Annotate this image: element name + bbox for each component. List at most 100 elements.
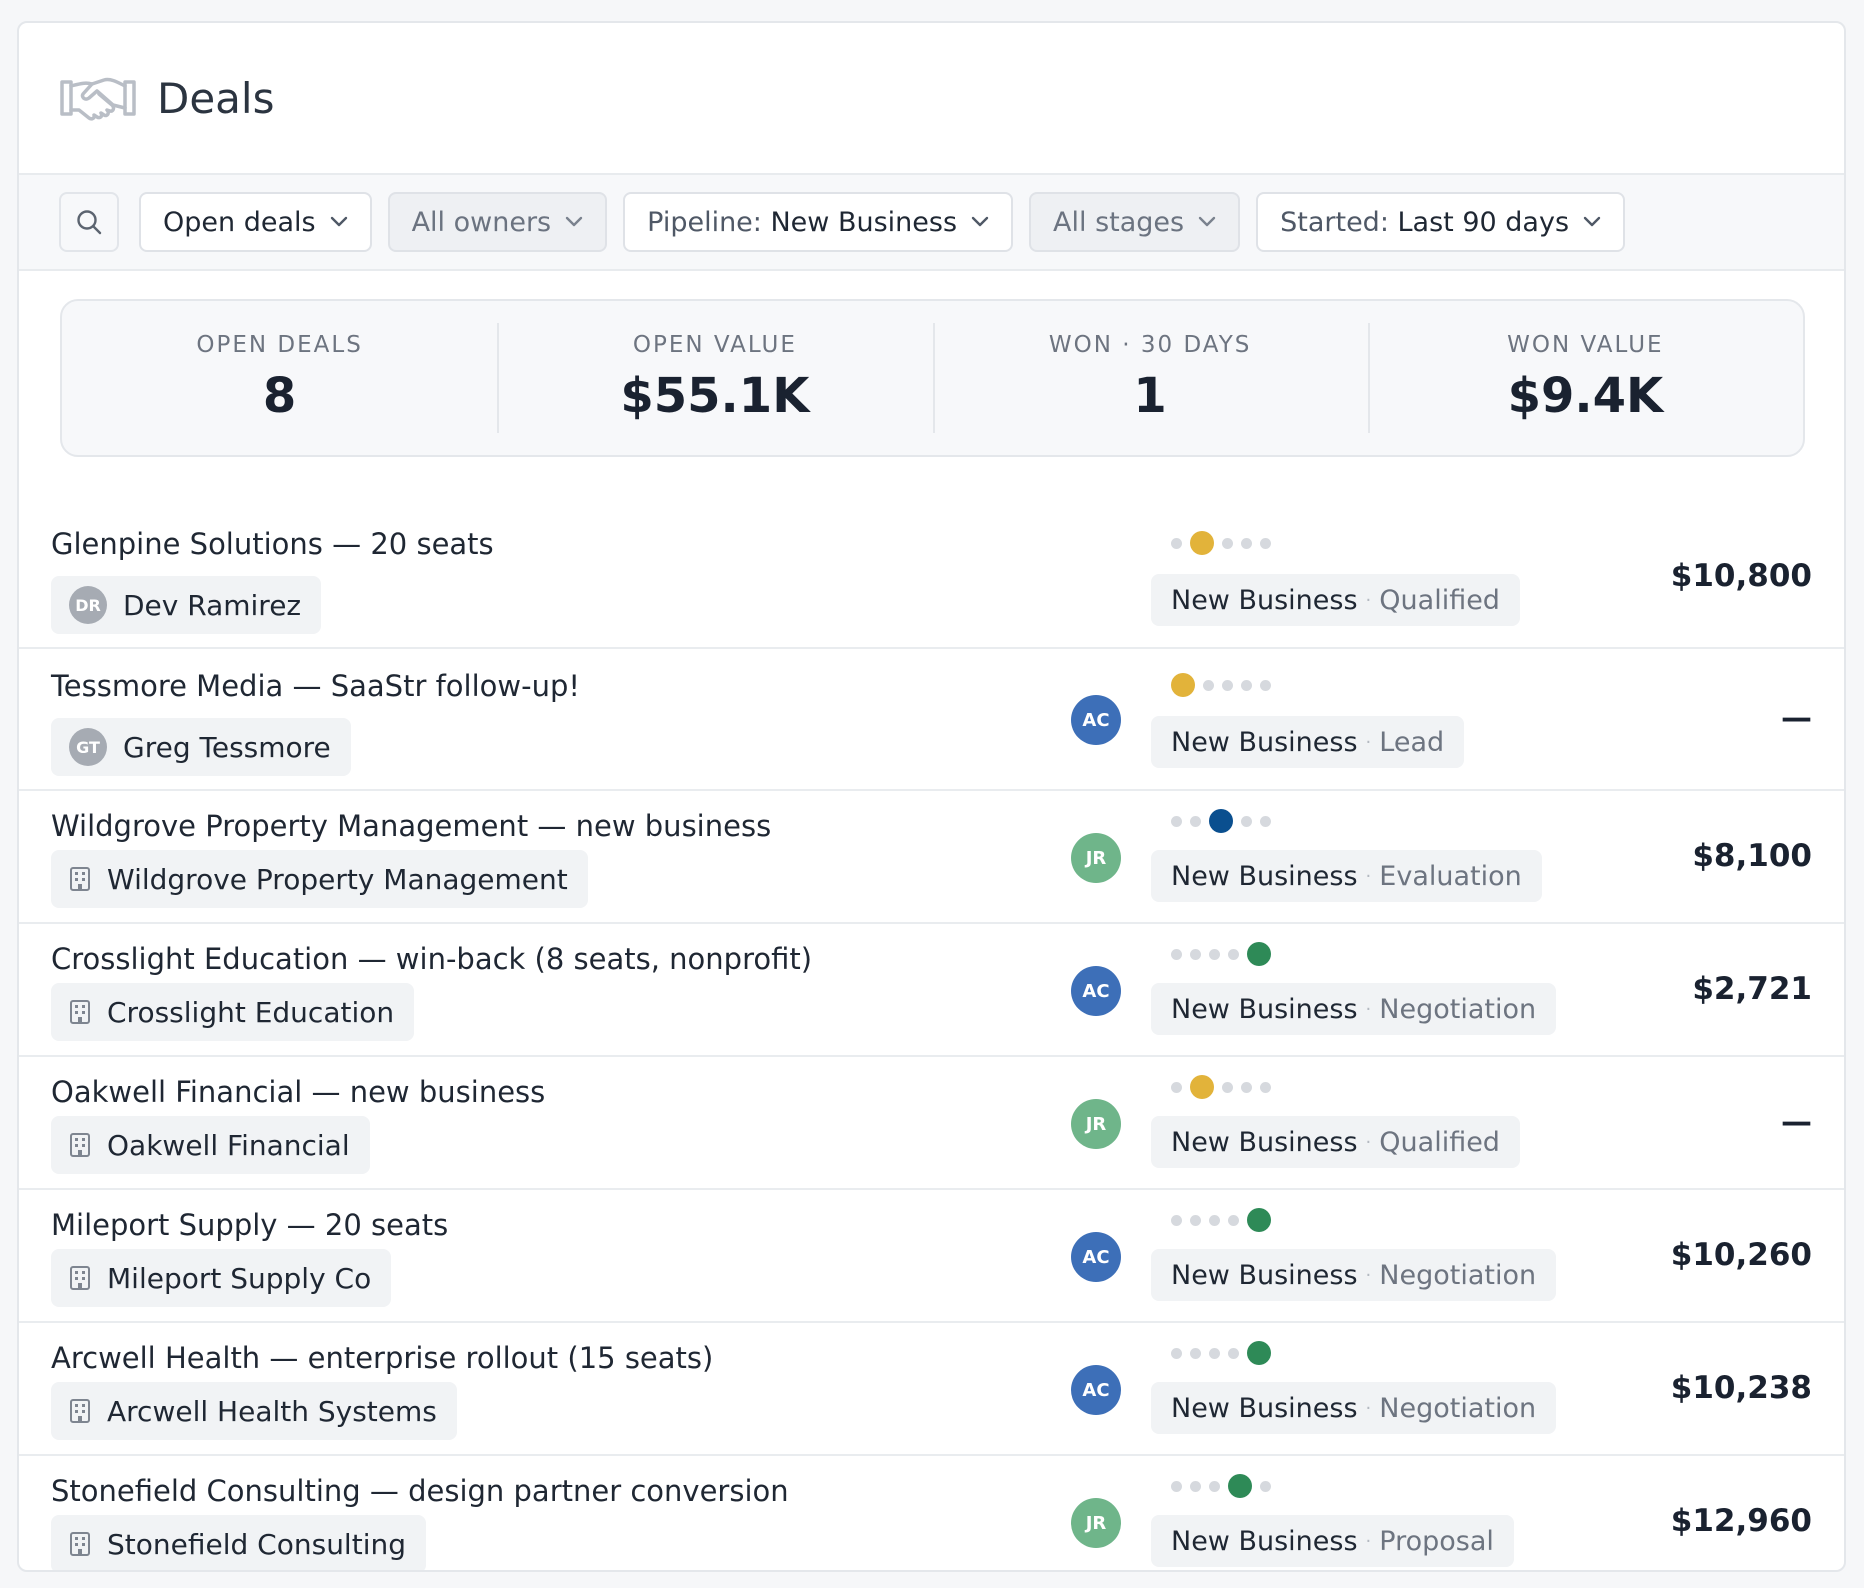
owner-avatar[interactable]: JR [1071,833,1121,883]
owner-avatar[interactable]: JR [1071,1498,1121,1548]
deal-contact-name: Stonefield Consulting [107,1527,406,1561]
deal-title[interactable]: Stonefield Consulting — design partner c… [51,1474,789,1508]
stage-dot [1222,537,1233,549]
stage-badge: New Business · Negotiation [1151,1249,1557,1301]
chevron-down-icon [330,216,347,227]
started-filter[interactable]: Started: Last 90 days [1256,192,1626,252]
deal-row[interactable]: Glenpine Solutions — 20 seats DR Dev Ramir… [19,507,1844,649]
deal-contact-chip[interactable]: Arcwell Health Systems [51,1382,457,1440]
stat-label: WON · 30 DAYS [1048,332,1252,358]
deal-row[interactable]: Tessmore Media — SaaStr follow-up! GT Greg… [19,649,1844,791]
building-icon [69,1132,91,1158]
deal-contact-chip[interactable]: Wildgrove Property Management [51,850,588,908]
owner-avatar[interactable]: AC [1071,966,1121,1016]
stage-dot-current [1171,673,1195,697]
deal-contact-chip[interactable]: Mileport Supply Co [51,1249,392,1307]
deal-amount: $10,238 [1670,1370,1812,1406]
pipeline-filter-value: New Business [770,206,958,238]
stage-pipeline: New Business [1171,860,1358,892]
deal-amount: $8,100 [1692,838,1812,874]
stage-dot-current [1190,1075,1214,1099]
stage-pipeline: New Business [1171,993,1358,1025]
chevron-down-icon [971,216,989,227]
stat-label: OPEN DEALS [196,332,363,358]
deal-row[interactable]: Stonefield Consulting — design partner c… [19,1456,1844,1570]
contact-avatar: DR [69,586,107,624]
chevron-down-icon [1583,216,1601,227]
stages-filter[interactable]: All stages [1029,192,1241,252]
deal-title[interactable]: Crosslight Education — win-back (8 seats… [51,942,813,976]
deal-row[interactable]: Oakwell Financial — new business Oakwell … [19,1057,1844,1190]
stage-dot [1260,815,1271,827]
stage-dot [1241,1081,1252,1093]
owner-avatar[interactable]: AC [1071,1232,1121,1282]
stat-open-value: OPEN VALUE $55.1K [497,301,932,455]
stats-summary: OPEN DEALS 8 OPEN VALUE $55.1K WON · 30 … [60,299,1805,457]
stage-dot [1190,1347,1201,1359]
stage-pipeline: New Business [1171,1259,1358,1291]
open-deals-filter[interactable]: Open deals [139,192,372,252]
stat-label: WON VALUE [1507,332,1664,358]
chevron-down-icon [565,216,583,227]
stage-progress [1171,1208,1271,1232]
stage-pipeline: New Business [1171,584,1358,616]
deal-title[interactable]: Tessmore Media — SaaStr follow-up! [51,669,580,703]
owner-avatar[interactable]: AC [1071,1365,1121,1415]
deal-row[interactable]: Arcwell Health — enterprise rollout (15 … [19,1323,1844,1456]
deal-contact-chip[interactable]: Oakwell Financial [51,1116,370,1174]
stage-dot [1260,679,1271,691]
deal-title[interactable]: Glenpine Solutions — 20 seats [51,527,494,561]
deal-contact-chip[interactable]: Crosslight Education [51,983,415,1041]
stage-dot [1209,948,1220,960]
owner-avatar[interactable]: AC [1071,695,1121,745]
stage-badge: New Business · Evaluation [1151,850,1542,902]
pipeline-filter-prefix: Pipeline: [647,206,762,238]
stage-name: Qualified [1379,1126,1500,1158]
started-filter-prefix: Started: [1280,206,1389,238]
deal-row[interactable]: Crosslight Education — win-back (8 seats… [19,924,1844,1057]
building-icon [69,1531,91,1557]
stage-progress [1171,1341,1271,1365]
building-icon [69,999,91,1025]
deal-contact-chip[interactable]: DR Dev Ramirez [51,576,322,634]
stage-dot [1209,1214,1220,1226]
stage-badge: New Business · Proposal [1151,1515,1514,1567]
stage-dot [1171,948,1182,960]
deal-row[interactable]: Mileport Supply — 20 seats Mileport Suppl… [19,1190,1844,1323]
deal-contact-chip[interactable]: GT Greg Tessmore [51,718,351,776]
stage-name: Negotiation [1379,1259,1537,1291]
deal-title[interactable]: Oakwell Financial — new business [51,1075,546,1109]
owners-filter[interactable]: All owners [387,192,608,252]
stage-dot [1171,815,1182,827]
stage-dot [1171,1480,1182,1492]
stage-dot [1222,679,1233,691]
deal-contact-name: Wildgrove Property Management [107,862,568,896]
stage-name: Lead [1379,726,1445,758]
handshake-icon [60,77,136,121]
stage-name: Qualified [1379,584,1500,616]
deal-contact-name: Mileport Supply Co [107,1261,372,1295]
stage-dot [1260,1480,1271,1492]
deal-title[interactable]: Mileport Supply — 20 seats [51,1208,449,1242]
stage-dot-current [1247,1208,1271,1232]
deal-contact-chip[interactable]: Stonefield Consulting [51,1515,426,1570]
stage-progress [1171,809,1271,833]
stage-separator: · [1365,865,1372,887]
stage-dot [1190,1214,1201,1226]
deal-title[interactable]: Wildgrove Property Management — new busi… [51,809,772,843]
stat-value: $9.4K [1507,368,1664,424]
deal-title[interactable]: Arcwell Health — enterprise rollout (15 … [51,1341,714,1375]
stage-progress [1171,673,1271,697]
stage-dot [1260,537,1271,549]
deal-contact-name: Dev Ramirez [123,588,302,622]
stage-separator: · [1365,589,1372,611]
stat-value: 8 [262,368,297,424]
stage-dot [1190,948,1201,960]
owner-avatar[interactable]: JR [1071,1099,1121,1149]
stage-badge: New Business · Qualified [1151,574,1520,626]
deal-row[interactable]: Wildgrove Property Management — new busi… [19,791,1844,924]
stage-name: Proposal [1379,1525,1494,1557]
stage-dot [1228,1214,1239,1226]
pipeline-filter[interactable]: Pipeline: New Business [623,192,1014,252]
search-button[interactable] [59,192,119,252]
